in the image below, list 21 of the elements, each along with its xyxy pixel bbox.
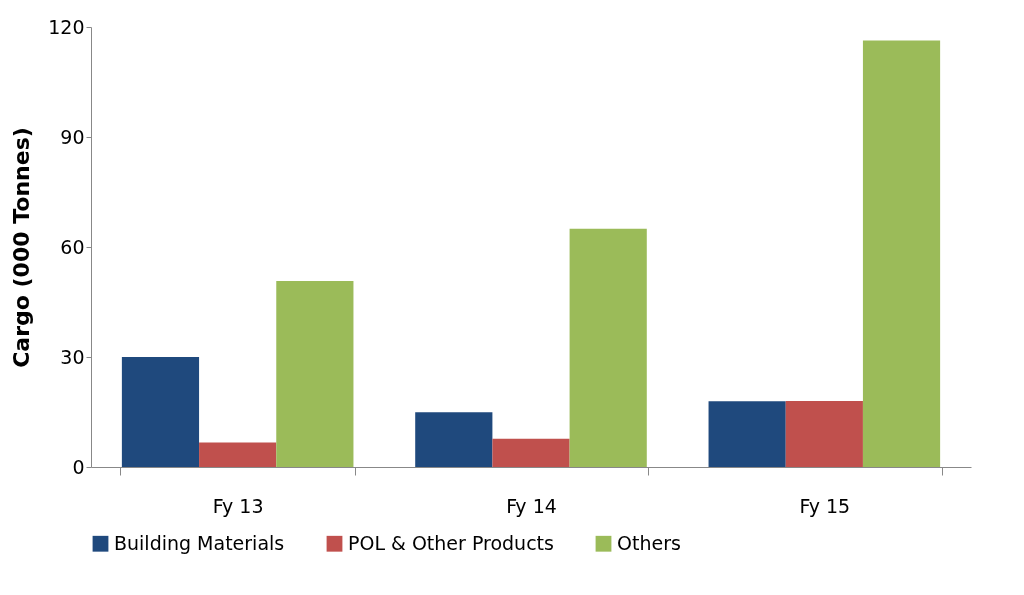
x-tick-label: Fy 13: [212, 494, 264, 517]
bar: [862, 40, 941, 467]
bar: [708, 401, 786, 467]
y-tick-label: 120: [48, 15, 85, 38]
bar: [415, 412, 493, 467]
y-tick-label: 30: [60, 345, 85, 368]
x-tick-label: Fy 14: [506, 494, 557, 517]
y-tick-label: 90: [60, 125, 85, 148]
y-tick-label: 0: [72, 455, 85, 478]
bar: [569, 228, 647, 467]
bar: [199, 442, 277, 467]
legend-label: Building Materials: [114, 531, 285, 554]
legend-label: Others: [617, 531, 681, 554]
y-tick-label: 60: [60, 235, 85, 258]
x-tick-label: Fy 15: [799, 494, 851, 517]
bar: [785, 401, 863, 467]
bar: [276, 281, 354, 467]
bar: [492, 438, 570, 467]
legend-label: POL & Other Products: [348, 531, 554, 554]
y-axis-title: Cargo (000 Tonnes): [9, 127, 35, 368]
bar: [121, 357, 200, 467]
